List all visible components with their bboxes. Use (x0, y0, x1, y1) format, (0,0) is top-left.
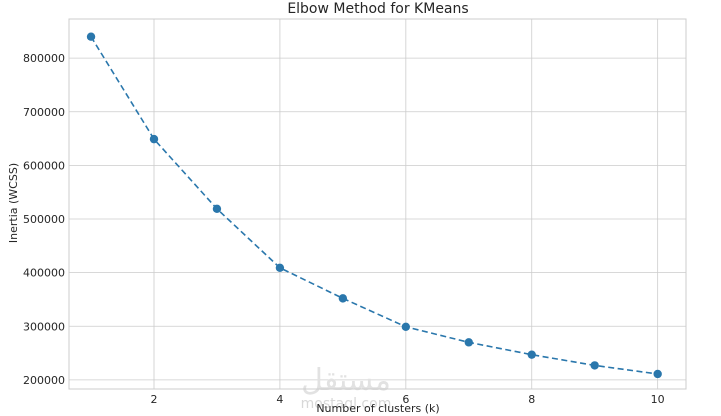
data-point (86, 32, 96, 41)
data-point (212, 204, 222, 214)
y-tick-label: 500000 (23, 213, 65, 226)
x-tick-label: 6 (402, 393, 409, 406)
x-tick-labels: 2 4 6 8 10 (150, 393, 664, 406)
y-tick-label: 400000 (23, 267, 65, 280)
x-tick-label: 10 (651, 393, 665, 406)
data-point (149, 134, 159, 144)
y-axis-label: Inertia (WCSS) (7, 163, 20, 243)
watermark-logo: مستقل mostaql.com (301, 363, 392, 412)
chart-title: Elbow Method for KMeans (287, 1, 468, 17)
data-point (464, 338, 473, 347)
data-point (401, 322, 411, 331)
series-line (90, 36, 658, 375)
x-tick-label: 4 (276, 393, 283, 406)
grid (69, 19, 686, 389)
x-tick-label: 8 (528, 393, 535, 406)
data-point (653, 369, 662, 379)
x-axis-label: Number of clusters (k) (316, 402, 439, 415)
data-point (527, 350, 536, 359)
data-point (338, 294, 348, 303)
data-point (590, 361, 599, 370)
watermark-arabic: مستقل (301, 363, 391, 398)
y-tick-label: 800000 (23, 52, 65, 65)
y-tick-labels: 200000 300000 400000 500000 600000 700000 8000… (23, 52, 65, 387)
y-tick-label: 700000 (23, 106, 65, 119)
y-tick-label: 200000 (23, 374, 65, 387)
y-tick-label: 300000 (23, 320, 65, 333)
plot-frame (68, 18, 687, 390)
series (86, 32, 662, 379)
x-tick-label: 2 (150, 393, 157, 406)
y-tick-label: 600000 (23, 159, 65, 172)
watermark-latin: mostaql.com (301, 396, 392, 412)
data-point (275, 263, 285, 273)
